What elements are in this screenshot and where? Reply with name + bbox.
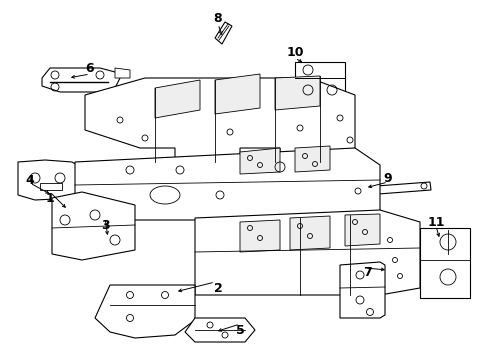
- Polygon shape: [349, 182, 430, 196]
- Polygon shape: [274, 76, 319, 110]
- Polygon shape: [240, 220, 280, 252]
- Polygon shape: [184, 318, 254, 342]
- Text: 7: 7: [363, 266, 372, 279]
- Text: 11: 11: [427, 216, 444, 229]
- Polygon shape: [18, 160, 82, 200]
- Polygon shape: [289, 216, 329, 250]
- Text: 9: 9: [383, 171, 391, 185]
- Text: 1: 1: [45, 192, 54, 204]
- Polygon shape: [75, 148, 379, 220]
- Polygon shape: [115, 68, 130, 78]
- Text: 5: 5: [235, 324, 244, 337]
- Polygon shape: [294, 146, 329, 172]
- Polygon shape: [345, 214, 379, 246]
- Polygon shape: [419, 228, 469, 298]
- Polygon shape: [339, 262, 384, 318]
- Text: 3: 3: [101, 219, 109, 231]
- Text: 8: 8: [213, 12, 222, 24]
- Polygon shape: [215, 22, 231, 44]
- Polygon shape: [215, 74, 260, 114]
- Polygon shape: [294, 92, 309, 102]
- Polygon shape: [85, 78, 354, 162]
- Polygon shape: [40, 183, 62, 190]
- Polygon shape: [195, 210, 419, 295]
- Text: 4: 4: [25, 174, 34, 186]
- Polygon shape: [52, 192, 135, 260]
- Polygon shape: [155, 80, 200, 118]
- Polygon shape: [95, 285, 195, 338]
- Polygon shape: [294, 62, 345, 102]
- Polygon shape: [42, 68, 120, 92]
- Text: 6: 6: [85, 62, 94, 75]
- Polygon shape: [240, 148, 280, 174]
- Text: 10: 10: [285, 45, 303, 59]
- Text: 2: 2: [213, 282, 222, 294]
